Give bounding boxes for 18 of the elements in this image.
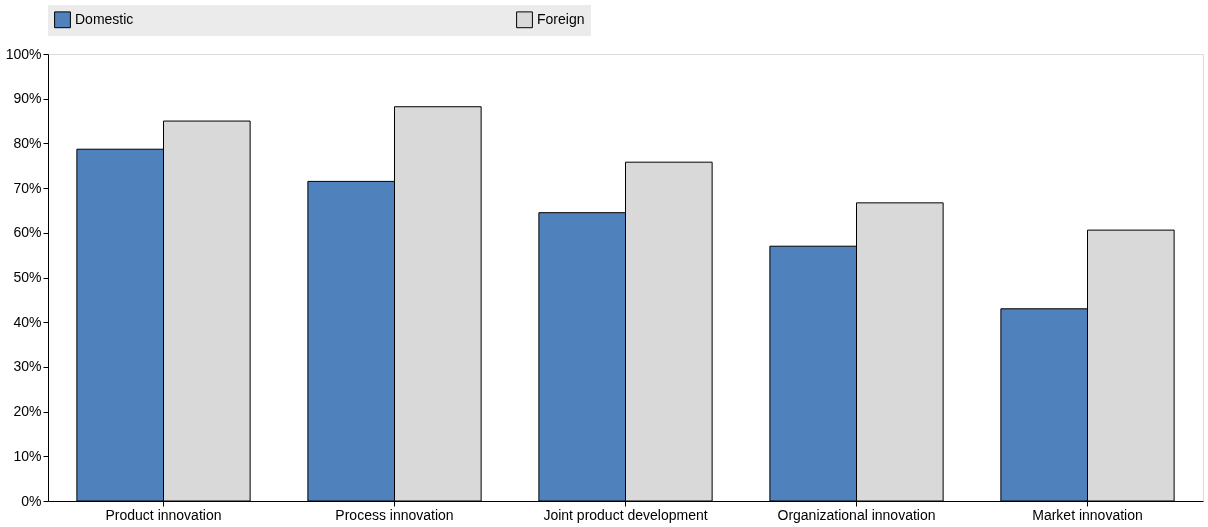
x-tick-label: Market innovation — [1032, 506, 1143, 523]
y-tick-label: 0% — [21, 492, 42, 509]
y-tick-label: 10% — [13, 447, 42, 464]
y-tick-label: 70% — [13, 179, 42, 196]
y-tick-label: 60% — [13, 224, 42, 241]
legend-label: Foreign — [537, 10, 585, 27]
x-tick-label: Organizational innovation — [777, 506, 936, 523]
y-tick-label: 30% — [13, 358, 42, 375]
y-tick-label: 90% — [13, 90, 42, 107]
y-tick-label: 80% — [13, 134, 42, 151]
y-tick-label: 20% — [13, 403, 42, 420]
y-tick-label: 50% — [13, 269, 42, 285]
legend-label: Domestic — [75, 10, 134, 27]
x-tick-label: Product innovation — [105, 506, 222, 523]
y-tick-label: 40% — [13, 313, 42, 330]
x-tick-label: Joint product development — [543, 506, 708, 523]
y-tick-label: 100% — [5, 45, 42, 62]
x-tick-label: Process innovation — [335, 506, 454, 523]
